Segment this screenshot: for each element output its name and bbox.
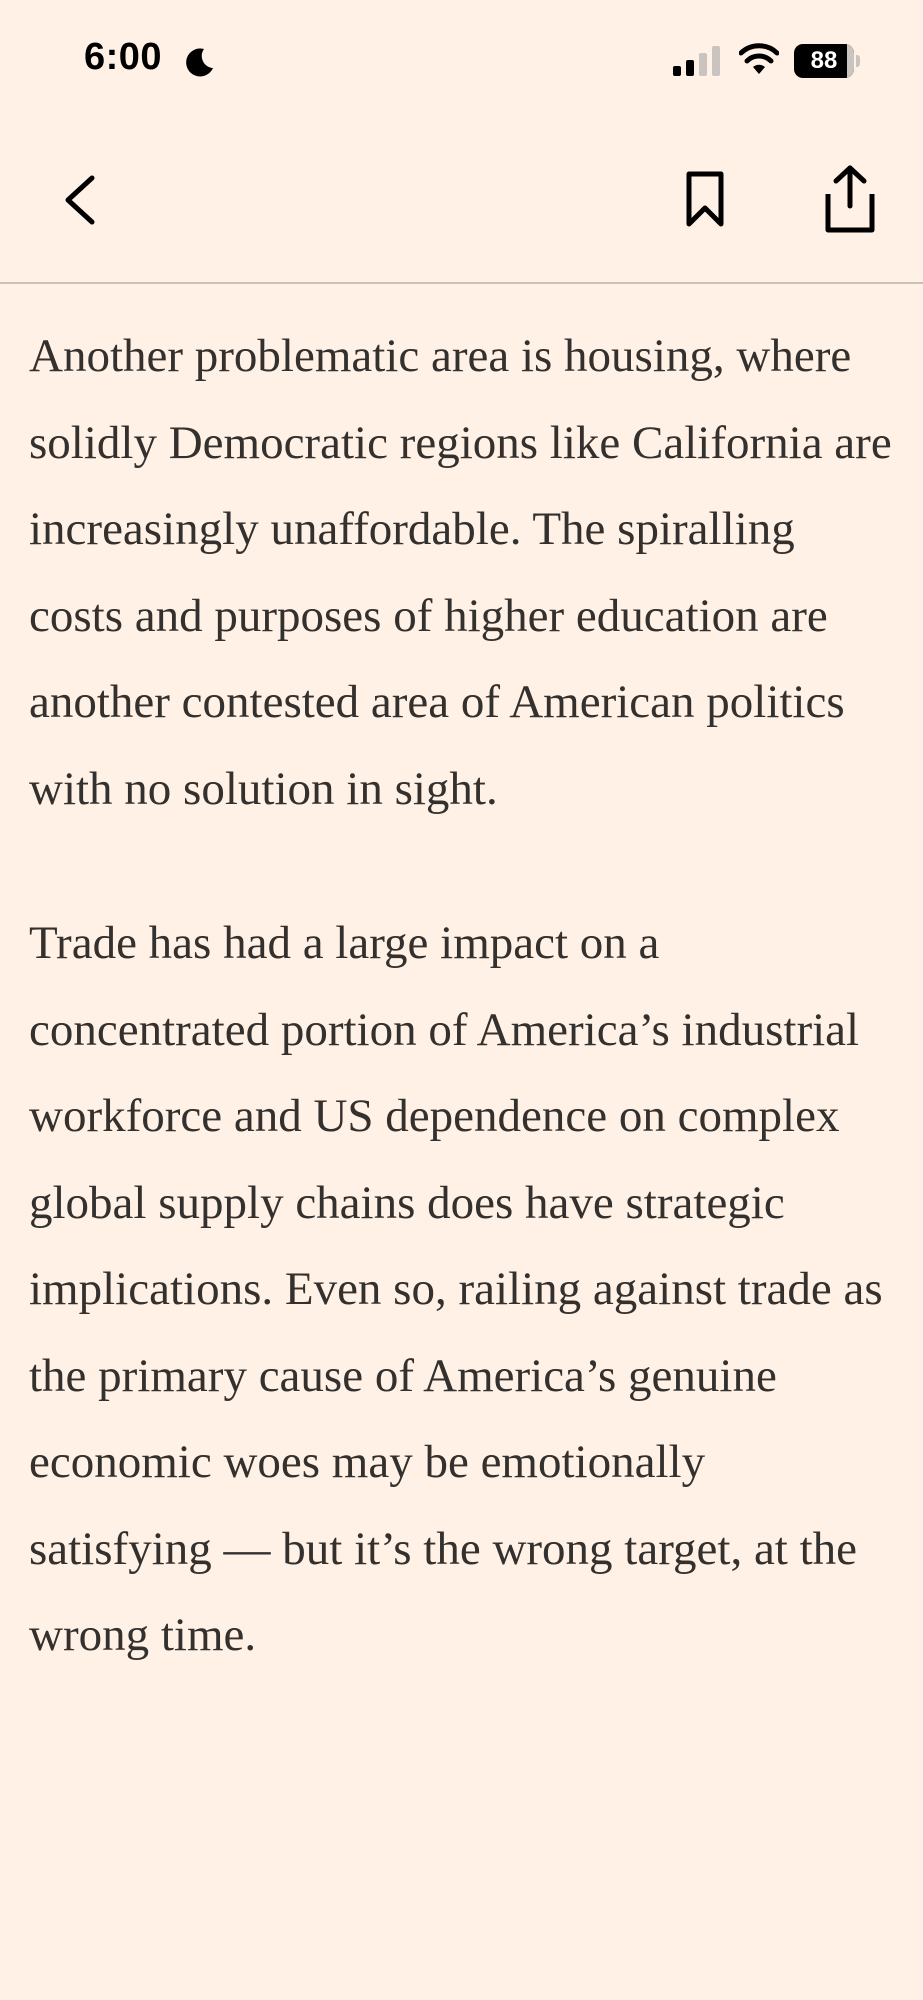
article-paragraph: Trade has had a large impact on a concen… [29,917,883,1661]
moon-icon [186,48,213,77]
wifi-icon [739,43,779,74]
status-time: 6:00 [84,36,163,78]
status-bar: 6:00 88 [0,0,923,120]
battery-icon: 88 [794,44,860,78]
bookmark-icon[interactable] [680,164,730,234]
article-paragraph: Another problematic area is housing, whe… [29,330,892,815]
battery-level: 88 [810,47,838,74]
signal-icon [673,46,720,76]
article-body: Another problematic area is housing, whe… [29,313,899,1747]
battery-empty-portion [846,44,854,78]
chevron-left-icon[interactable] [52,164,112,234]
article-toolbar [0,120,923,284]
share-icon[interactable] [820,162,880,236]
